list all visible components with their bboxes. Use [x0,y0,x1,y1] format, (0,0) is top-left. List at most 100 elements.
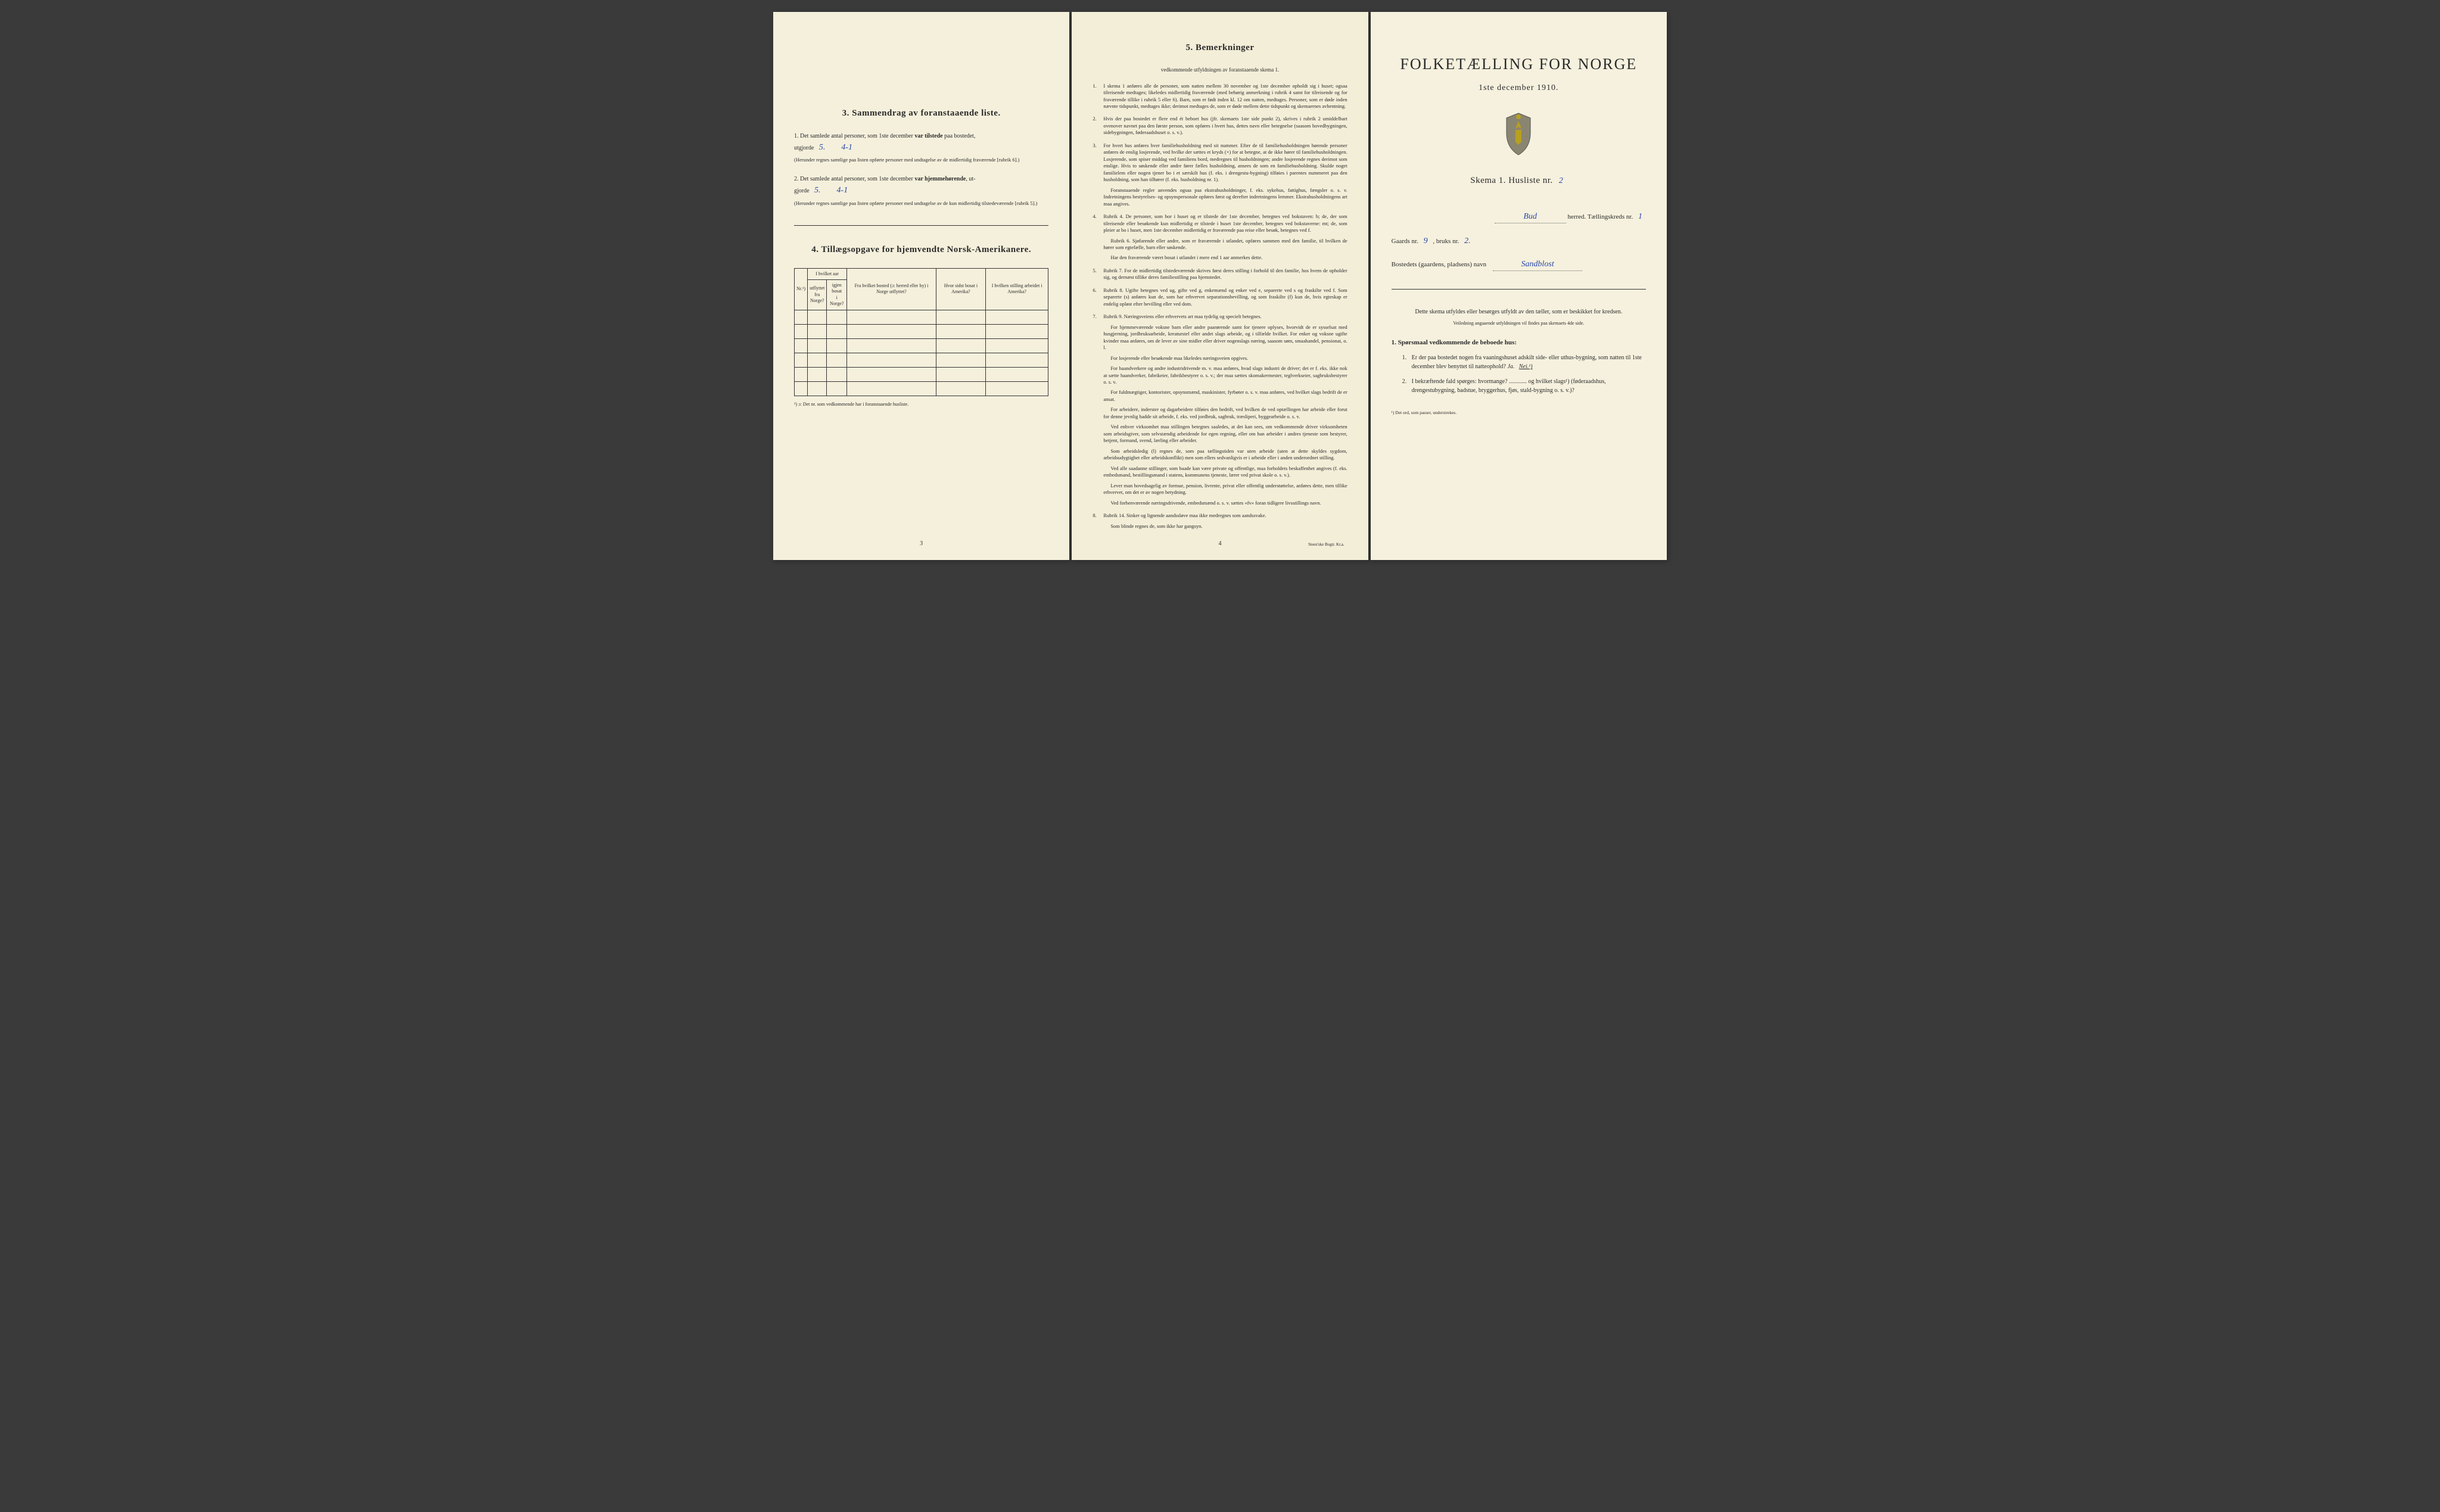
herred-value: Bud [1495,211,1566,223]
printer-imprint: Steen'ske Bogtr. Kr.a. [1308,542,1345,548]
remark-paragraph: For losjerende eller besøkende maa likel… [1103,355,1347,362]
remark-number: 4. [1093,213,1096,220]
herred-label: herred. Tællingskreds nr. [1567,213,1633,220]
remark-number: 6. [1093,287,1096,294]
bosted-label: Bostedets (gaardens, pladsens) navn [1392,261,1486,268]
table-cell [795,338,808,353]
table-cell [827,367,847,381]
remark-number: 7. [1093,313,1096,320]
remark-paragraph: Ved alle saadanne stillinger, som baade … [1103,465,1347,479]
remark-number: 5. [1093,267,1096,274]
table-cell [847,338,936,353]
item1-prefix: 1. Det samlede antal personer, som 1ste … [794,133,914,139]
table-cell [986,338,1048,353]
table-cell [827,324,847,338]
table-cell [808,324,827,338]
bruks-nr: 2. [1461,237,1474,245]
col-bosted: Fra hvilket bosted (ɔ: herred eller by) … [847,268,936,310]
page-number-3: 3 [920,540,923,548]
table-cell [827,338,847,353]
main-title: FOLKETÆLLING FOR NORGE [1392,54,1646,75]
item2-prefix: 2. Det samlede antal personer, som 1ste … [794,176,914,182]
q1-nei: Nei.¹) [1519,363,1533,370]
table-cell [936,381,985,396]
gaards-line: Gaards nr. 9 , bruks nr. 2. [1392,235,1646,247]
table-cell [936,353,985,367]
page-right: FOLKETÆLLING FOR NORGE 1ste december 191… [1371,12,1667,560]
table-cell [847,324,936,338]
table-row [795,367,1048,381]
divider [794,225,1048,226]
section4-table: Nr.¹) I hvilket aar Fra hvilket bosted (… [794,268,1048,396]
table-cell [795,310,808,324]
remark-text: I skema 1 anføres alle de personer, som … [1103,83,1347,109]
remark-item: 1. I skema 1 anføres alle de personer, so… [1093,83,1347,110]
q-heading: 1. Spørsmaal vedkommende de beboede hus: [1392,338,1646,347]
col-stilling: I hvilken stilling arbeidet i Amerika? [986,268,1048,310]
table-cell [936,310,985,324]
col-aar-span: I hvilket aar [808,268,847,279]
section5-title: 5. Bemerkninger [1093,42,1347,54]
remark-paragraph: Som blinde regnes de, som ikke har gangs… [1103,523,1347,530]
skema-line: Skema 1. Husliste nr. 2 [1392,175,1646,187]
table-cell [795,324,808,338]
item1-bold: var tilstede [914,133,942,139]
remark-text: Rubrik 8. Ugifte betegnes ved ug, gifte … [1103,287,1347,307]
q2-text: I bekræftende fald spørges: hvormange? .… [1412,378,1606,394]
table-cell [936,324,985,338]
section3-title: 3. Sammendrag av foranstaaende liste. [794,107,1048,120]
center-small: Veiledning angaaende utfyldningen vil fi… [1392,320,1646,326]
remark-item: 7. Rubrik 9. Næringsveiens eller erhverve… [1093,313,1347,506]
question-2: 2. I bekræftende fald spørges: hvormange… [1402,377,1646,395]
remark-text: Rubrik 9. Næringsveiens eller erhvervets… [1103,313,1261,319]
table-row [795,324,1048,338]
section5-subtitle: vedkommende utfyldningen av foranstaaend… [1093,66,1347,74]
skema-label: Skema 1. Husliste nr. [1470,176,1552,185]
question-1: 1. Er der paa bostedet nogen fra vaaning… [1402,353,1646,371]
remark-paragraph: Foranstaaende regler anvendes ogsaa paa … [1103,187,1347,207]
remark-paragraph: For haandverkere og andre industridriven… [1103,365,1347,385]
bosted-line: Bostedets (gaardens, pladsens) navn Sand… [1392,259,1646,271]
table-head: Nr.¹) I hvilket aar Fra hvilket bosted (… [795,268,1048,310]
section3-item1: 1. Det samlede antal personer, som 1ste … [794,132,1048,164]
remark-number: 1. [1093,83,1096,89]
main-date: 1ste december 1910. [1392,82,1646,94]
table-cell [827,353,847,367]
remark-item: 4. Rubrik 4. De personer, som bor i huset… [1093,213,1347,262]
table-cell [795,353,808,367]
section3-item2: 2. Det samlede antal personer, som 1ste … [794,175,1048,207]
item2-line2: gjorde [794,188,810,194]
item1-line2: utgjorde [794,145,814,151]
remark-item: 3.For hvert hus anføres hver familiehush… [1093,142,1347,207]
remark-paragraph: Har den fraværende været bosat i utlande… [1103,254,1347,261]
item2-bold: var hjemmehørende [914,176,966,182]
table-cell [936,338,985,353]
q1-ja: Ja. [1507,363,1514,370]
table-cell [827,310,847,324]
table-cell [847,310,936,324]
section4-footnote: ¹) ɔ: Det nr. som vedkommende har i fora… [794,401,1048,407]
item1-note: (Herunder regnes samtlige paa listen opf… [794,157,1048,164]
q1-num: 1. [1402,353,1407,362]
item2-note: (Herunder regnes samtlige paa listen opf… [794,200,1048,207]
remark-paragraph: Lever man hovedsagelig av formue, pensio… [1103,483,1347,496]
husliste-nr: 2 [1555,176,1567,185]
remark-text: For hvert hus anføres hver familiehushol… [1103,142,1347,182]
remark-text: Rubrik 4. De personer, som bor i huset o… [1103,213,1347,233]
col-amerika: Hvor sidst bosat i Amerika? [936,268,985,310]
remark-paragraph: Som arbeidsledig (l) regnes de, som paa … [1103,448,1347,462]
col-nr: Nr.¹) [795,268,808,310]
gaards-nr: 9 [1420,237,1431,245]
page-number-4: 4 [1218,540,1221,548]
crest-icon [1501,112,1536,157]
table-cell [847,367,936,381]
table-body [795,310,1048,396]
table-row [795,338,1048,353]
document-spread: 3. Sammendrag av foranstaaende liste. 1.… [773,12,1667,560]
table-cell [986,381,1048,396]
remark-text: Rubrik 7. For de midlertidig tilstedevær… [1103,267,1347,280]
remark-item: 5. Rubrik 7. For de midlertidig tilstedev… [1093,267,1347,281]
section4-title: 4. Tillægsopgave for hjemvendte Norsk-Am… [794,244,1048,256]
table-cell [847,381,936,396]
table-cell [986,324,1048,338]
